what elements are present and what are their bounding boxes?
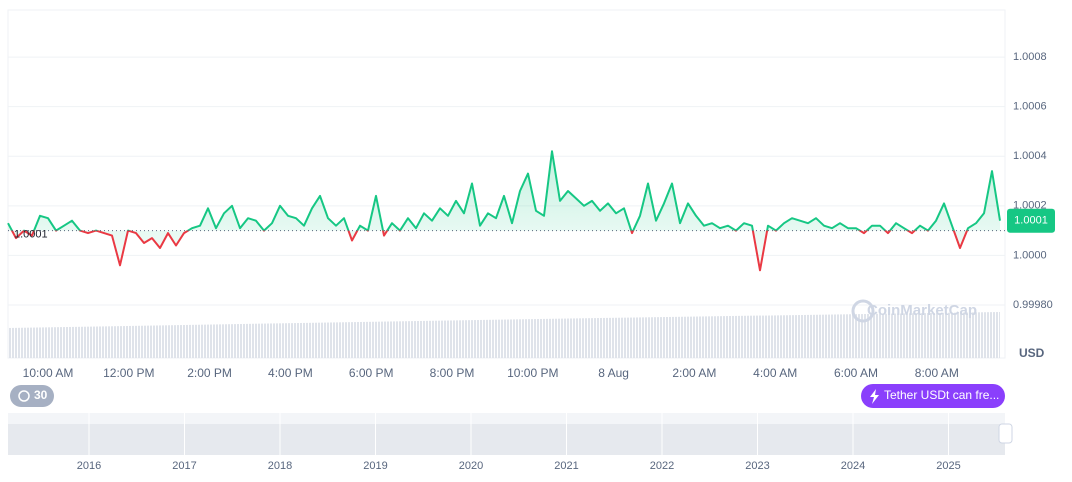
y-tick-label: 1.0000 [1013,249,1047,261]
y-tick-label: 1.0006 [1013,101,1047,113]
navigator-handle[interactable] [998,423,1013,444]
history-badge-text: 30 [34,388,48,402]
y-tick-label: 1.0004 [1013,150,1047,162]
current-price-badge [1007,208,1055,233]
navigator-year: 2024 [841,460,865,472]
x-tick-label: 8 Aug [598,366,629,380]
price-line [7,150,1001,272]
x-tick-label: 10:00 PM [507,366,558,380]
x-tick-label: 2:00 PM [187,366,232,380]
watermark: CoinMarketCap [867,302,977,319]
price-area [8,151,1000,271]
watermark-logo [851,299,875,323]
x-tick-label: 6:00 PM [349,366,394,380]
news-pill[interactable] [861,384,1005,408]
navigator-year: 2018 [268,460,292,472]
navigator-year: 2022 [650,460,674,472]
x-tick-label: 12:00 PM [103,366,154,380]
navigator-area [8,424,1005,455]
bolt-icon [870,389,879,404]
navigator-year: 2023 [745,460,769,472]
history-icon [18,390,30,402]
navigator-year: 2025 [936,460,960,472]
x-tick-label: 2:00 AM [672,366,716,380]
navigator-year: 2017 [172,460,196,472]
x-tick-label: 4:00 AM [753,366,797,380]
y-tick-label: 1.0008 [1013,51,1047,63]
x-tick-label: 8:00 PM [430,366,475,380]
x-tick-label: 8:00 AM [915,366,959,380]
navigator-year: 2021 [554,460,578,472]
current-price-label: 1.0001 [1014,215,1048,227]
y-tick-label: 0.99980 [1013,299,1053,311]
navigator-year: 2016 [77,460,101,472]
baseline-label: 1.0001 [14,229,48,241]
x-tick-label: 6:00 AM [834,366,878,380]
currency-label: USD [1019,346,1045,360]
history-badge[interactable] [10,385,54,407]
volume-bars [8,312,1000,358]
y-tick-label: 1.0002 [1013,200,1047,212]
navigator-year: 2020 [459,460,483,472]
news-pill-text: Tether USDt can fre... [884,388,999,402]
x-tick-label: 10:00 AM [23,366,74,380]
navigator-year: 2019 [363,460,387,472]
x-tick-label: 4:00 PM [268,366,313,380]
